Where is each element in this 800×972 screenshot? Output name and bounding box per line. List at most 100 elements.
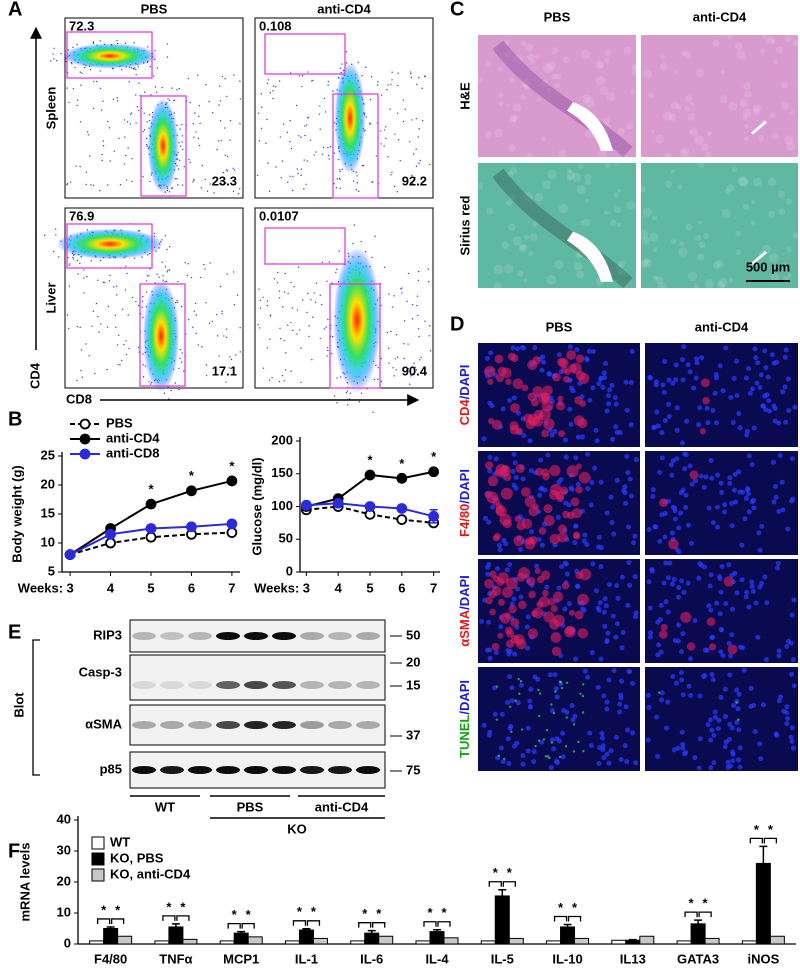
event-dot <box>121 69 122 70</box>
nucleus <box>742 668 747 673</box>
stain-signal <box>546 729 548 731</box>
nucleus <box>592 466 597 471</box>
texture <box>720 95 728 103</box>
event-dot <box>235 354 236 355</box>
texture <box>604 210 609 215</box>
event-dot <box>93 311 94 312</box>
event-dot <box>391 72 392 73</box>
nucleus <box>789 672 794 677</box>
nucleus <box>682 466 687 471</box>
fluorescence-image <box>645 667 798 771</box>
column-title: PBS <box>544 9 571 24</box>
gate-value: 90.4 <box>402 363 428 378</box>
event-dot <box>416 305 417 306</box>
texture <box>520 244 526 250</box>
x-tick-label: TNFα <box>159 951 192 966</box>
nucleus <box>628 477 633 482</box>
texture <box>523 278 527 282</box>
event-dot <box>124 163 125 164</box>
texture <box>478 78 483 83</box>
bar <box>691 924 705 944</box>
blot-strip: Casp-32015 <box>79 654 421 700</box>
event-dot <box>169 246 170 247</box>
event-dot <box>390 174 391 175</box>
nucleus <box>540 543 545 548</box>
stain-signal <box>562 582 569 589</box>
nucleus <box>613 424 618 429</box>
band <box>160 681 184 689</box>
y-axis-label: Body weight (g) <box>9 465 24 563</box>
event-dot <box>289 120 290 121</box>
nucleus <box>620 645 625 650</box>
nucleus <box>696 576 701 581</box>
event-dot <box>320 295 321 296</box>
event-dot <box>206 364 207 365</box>
bracket <box>569 916 581 921</box>
texture <box>494 129 503 138</box>
event-dot <box>113 286 114 287</box>
event-dot <box>385 126 386 127</box>
bar <box>351 941 365 944</box>
texture <box>679 241 684 246</box>
stain-signal <box>541 430 549 438</box>
legend-label: KO, PBS <box>110 850 164 865</box>
event-dot <box>314 154 315 155</box>
event-dot <box>99 40 100 41</box>
stain-signal <box>520 680 522 682</box>
event-dot <box>239 81 240 82</box>
texture <box>598 63 603 68</box>
nucleus <box>710 635 715 640</box>
texture <box>513 103 522 112</box>
event-dot <box>166 249 167 250</box>
stain-signal <box>566 716 568 718</box>
event-dot <box>149 181 150 182</box>
stain-signal <box>498 367 507 376</box>
nucleus <box>715 525 720 530</box>
x-tick-label: 5 <box>366 580 373 595</box>
density-core <box>333 247 381 393</box>
nucleus <box>651 487 656 492</box>
nucleus <box>745 486 750 491</box>
nucleus <box>490 505 495 510</box>
event-dot <box>106 369 107 370</box>
event-dot <box>164 393 165 394</box>
event-dot <box>429 164 430 165</box>
texture <box>705 152 711 158</box>
texture <box>685 95 692 102</box>
nucleus <box>709 728 714 733</box>
event-dot <box>233 191 234 192</box>
event-dot <box>410 71 411 72</box>
texture <box>517 270 524 277</box>
bracket <box>424 922 436 927</box>
stain-signal <box>513 378 524 389</box>
stain-signal <box>501 488 513 500</box>
stain-signal <box>659 498 668 507</box>
texture <box>614 206 621 213</box>
band <box>160 721 184 729</box>
event-dot <box>339 178 340 179</box>
event-dot <box>260 300 261 301</box>
event-dot <box>359 401 360 402</box>
nucleus <box>682 751 687 756</box>
nucleus <box>623 743 628 748</box>
x-tick-label: 3 <box>66 580 73 595</box>
texture <box>580 221 584 225</box>
band <box>272 681 296 689</box>
nucleus <box>772 361 777 366</box>
nucleus <box>672 577 677 582</box>
nucleus <box>559 564 564 569</box>
nucleus <box>611 614 616 619</box>
nucleus <box>730 725 735 730</box>
nucleus <box>598 564 603 569</box>
event-dot <box>195 303 196 304</box>
nucleus <box>509 698 514 703</box>
nucleus <box>792 405 797 410</box>
texture <box>639 186 646 193</box>
event-dot <box>44 235 45 236</box>
event-dot <box>292 307 293 308</box>
x-tick-label: GATA3 <box>677 951 719 966</box>
event-dot <box>204 268 205 269</box>
event-dot <box>394 134 395 135</box>
nucleus <box>679 677 684 682</box>
event-dot <box>134 258 135 259</box>
